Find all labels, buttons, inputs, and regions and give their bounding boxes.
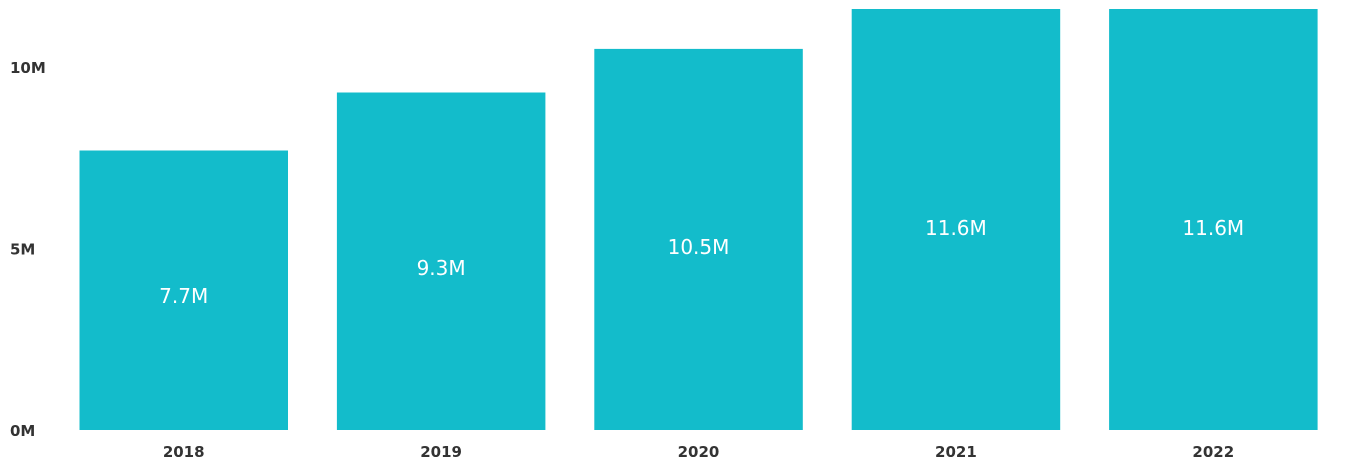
y-tick-label: 10M	[10, 59, 46, 77]
x-tick-label-2021: 2021	[935, 443, 977, 461]
bars	[79, 9, 1318, 431]
data-label-2018: 7.7M	[159, 284, 208, 308]
data-labels: 7.7M 9.3M 10.5M 11.6M 11.6M	[159, 216, 1244, 308]
y-tick-label: 0M	[10, 422, 35, 440]
data-label-2020: 10.5M	[668, 235, 730, 259]
y-tick-label: 5M	[10, 241, 35, 259]
x-tick-label-2020: 2020	[678, 443, 720, 461]
x-tick-label-2018: 2018	[163, 443, 205, 461]
x-axis: 2018 2019 2020 2021 2022	[163, 443, 1234, 461]
data-label-2019: 9.3M	[417, 256, 466, 280]
bar-2021[interactable]	[851, 9, 1061, 430]
x-tick-label-2019: 2019	[420, 443, 462, 461]
data-label-2022: 11.6M	[1182, 216, 1244, 240]
bar-2020[interactable]	[594, 48, 803, 431]
y-axis: 0M 5M 10M	[10, 59, 46, 440]
bar-2019[interactable]	[336, 92, 546, 431]
data-label-2021: 11.6M	[925, 216, 987, 240]
bar-2022[interactable]	[1109, 9, 1318, 430]
bar-2018[interactable]	[79, 150, 289, 431]
x-tick-label-2022: 2022	[1192, 443, 1234, 461]
